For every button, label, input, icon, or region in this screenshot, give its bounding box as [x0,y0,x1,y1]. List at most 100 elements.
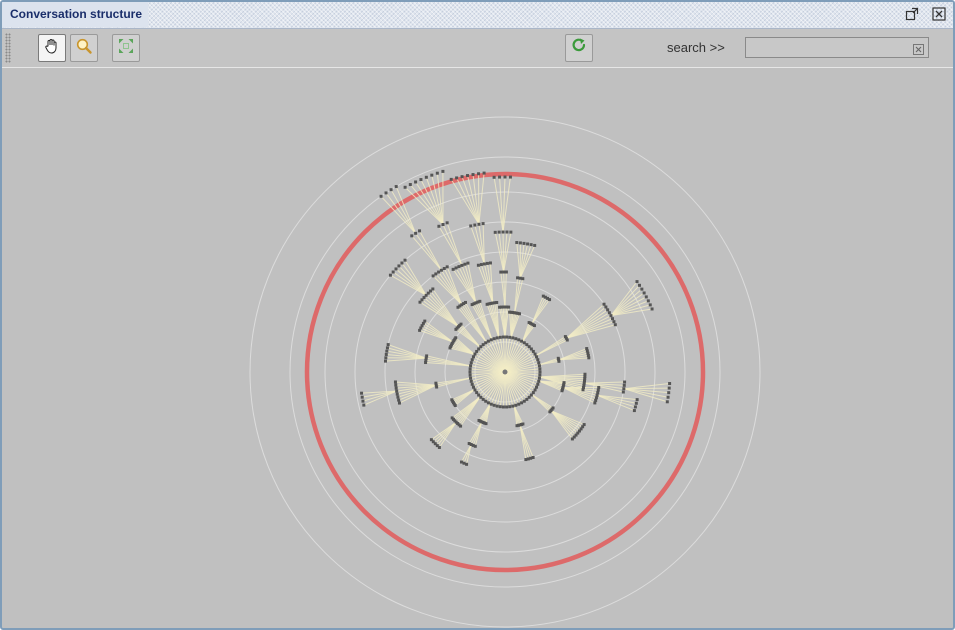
graph-edge [610,296,647,317]
graph-edge [623,388,669,394]
graph-node [596,391,600,395]
graph-node [454,266,458,270]
graph-node [414,231,418,235]
graph-node [469,361,473,365]
undock-icon[interactable] [905,7,919,21]
graph-node [479,345,483,349]
graph-node [513,311,517,315]
graph-node [463,262,467,266]
graph-node [538,370,542,374]
search-input[interactable] [746,38,914,57]
graph-node [391,270,395,274]
graph-node [435,385,439,389]
graph-node [384,356,388,360]
graph-edge [566,324,616,339]
graph-node [582,381,586,385]
graph-node [441,169,445,173]
graph-edge [432,275,463,306]
graph-edge [610,288,643,317]
graph-edge [487,371,506,404]
graph-edge [504,362,539,373]
graph-edge [597,394,638,401]
graph-node [420,324,424,328]
graph-node [577,429,581,433]
graph-node [537,364,541,368]
graph-canvas[interactable] [2,68,953,628]
graph-edge [411,235,442,271]
graph-edge [440,269,463,306]
graph-node [646,299,650,303]
search-field[interactable] [745,37,929,58]
graph-edge [460,323,481,348]
graph-node [435,444,439,448]
toolbar-grip[interactable] [5,33,11,63]
graph-node [449,177,453,181]
graph-node [497,230,501,234]
graph-node [607,311,611,315]
graph-node [563,335,567,339]
graph-node [420,298,424,302]
graph-edge [415,233,442,271]
graph-node [560,389,564,393]
graph-node [423,319,427,323]
graph-node [475,391,479,395]
graph-edge [504,368,540,373]
graph-edge [480,264,494,304]
graph-node [543,295,547,299]
graph-node [476,300,480,304]
graph-node [508,310,512,314]
graph-node [508,175,512,179]
graph-node [511,336,515,340]
graph-edge [539,360,560,366]
radial-conversation-graph[interactable] [2,68,953,628]
graph-edge [519,424,527,460]
graph-edge [485,342,506,373]
graph-edge [566,309,608,339]
graph-edge [471,362,506,373]
zoom-tool-button[interactable] [70,34,98,62]
graph-node [570,437,574,441]
graph-edge [504,371,523,404]
graph-node [360,391,364,395]
graph-node [424,361,428,365]
graph-edge [504,351,534,373]
graph-node [414,180,418,184]
fit-to-screen-button[interactable] [112,34,140,62]
graph-edge [482,371,506,400]
graph-node [504,270,508,274]
graph-edge [584,382,625,386]
graph-node [525,397,529,401]
graph-edge [566,303,605,339]
graph-edge [504,339,520,373]
title-bar[interactable]: Conversation structure [2,2,953,29]
graph-node [648,303,652,307]
graph-node [451,267,455,271]
graph-edge [623,388,668,403]
graph-node [538,367,542,371]
graph-edge [362,390,397,402]
graph-node [486,401,490,405]
close-window-icon[interactable] [932,7,946,21]
graph-edge [395,381,437,386]
graph-node [419,178,423,182]
graph-node [429,438,433,442]
graph-edge [504,371,514,407]
graph-node [486,339,490,343]
graph-node [557,359,561,363]
graph-node [606,308,610,312]
graph-node [424,293,428,297]
graph-edge [504,371,539,382]
graph-edge [427,292,459,328]
graph-node [471,385,475,389]
graph-node [587,356,591,360]
clear-search-icon[interactable] [913,42,924,55]
refresh-button[interactable] [565,34,593,62]
graph-node [572,435,576,439]
graph-node [442,266,446,270]
graph-edge [504,371,534,393]
graph-edge [471,371,506,382]
graph-edge [419,301,459,328]
graph-edge [503,232,512,273]
pan-tool-button[interactable] [38,34,66,62]
graph-edge [504,359,538,373]
